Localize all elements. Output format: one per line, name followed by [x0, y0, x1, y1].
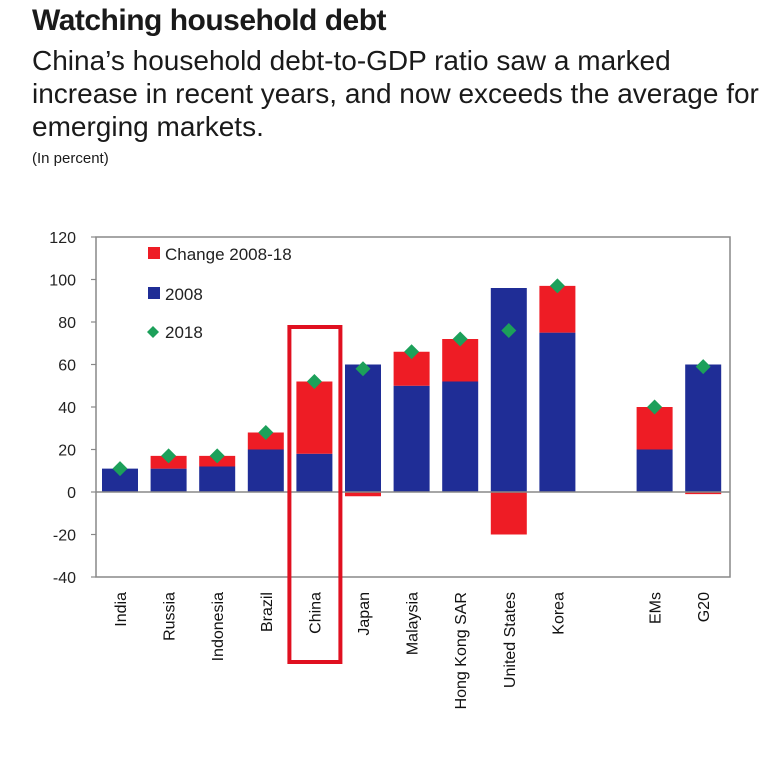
bar-2008-brazil — [247, 449, 284, 492]
markers-layer — [112, 278, 711, 477]
category-label-malaysia: Malaysia — [405, 592, 422, 655]
category-label-hong-kong-sar: Hong Kong SAR — [453, 592, 470, 709]
y-tick-label: -40 — [53, 570, 76, 587]
legend-swatch-2008 — [148, 287, 160, 299]
marker-2018-hong-kong-sar — [452, 331, 468, 347]
y-tick-label: 120 — [49, 230, 76, 247]
marker-2018-united-states — [501, 323, 517, 338]
y-tick-label: 80 — [58, 315, 76, 332]
chart-subtitle: China’s household debt-to-GDP ratio saw … — [32, 45, 759, 142]
marker-2018-india — [112, 461, 128, 477]
y-tick-label: 0 — [67, 485, 76, 502]
bar-2008-united-states — [490, 288, 527, 492]
category-label-china: China — [307, 592, 324, 634]
marker-2018-brazil — [258, 425, 274, 440]
bar-2008-china — [296, 453, 333, 492]
bar-2008-russia — [150, 468, 187, 492]
axis-layer: -40 -20 0 20 40 60 80 100 120 — [49, 230, 731, 587]
marker-2018-malaysia — [404, 344, 420, 360]
marker-2018-japan — [355, 361, 371, 377]
highlight-layer — [287, 325, 343, 664]
marker-2018-g20 — [695, 359, 711, 375]
bar-2008-g20 — [685, 364, 722, 492]
bar-2008-indonesia — [199, 466, 236, 492]
category-label-japan: Japan — [356, 592, 373, 636]
labels-layer: India Russia Indonesia Brazil China Japan Mala… — [113, 592, 713, 710]
marker-2018-ems — [647, 399, 663, 415]
y-tick-label: 40 — [58, 400, 76, 417]
bar-2008-korea — [539, 332, 576, 492]
unit-label: (In percent) — [32, 150, 109, 167]
bar-change-united-states — [490, 492, 527, 535]
bar-change-g20 — [685, 492, 722, 495]
bar-change-korea — [539, 285, 576, 333]
category-label-g20: G20 — [696, 592, 713, 622]
legend-swatch-change — [148, 247, 160, 259]
highlight-box-china — [287, 325, 343, 664]
bar-change-brazil — [247, 432, 284, 450]
legend-label-2018: 2018 — [165, 323, 203, 342]
bar-change-china — [296, 381, 333, 454]
y-tick-label: 20 — [58, 443, 76, 460]
category-label-indonesia: Indonesia — [210, 592, 227, 661]
category-label-brazil: Brazil — [259, 592, 276, 632]
bar-2008-hong-kong-sar — [442, 381, 479, 492]
y-tick-label: 60 — [58, 358, 76, 375]
bar-2008-india — [102, 468, 138, 492]
marker-2018-korea — [549, 278, 565, 294]
legend-label-change: Change 2008-18 — [165, 245, 292, 264]
bar-change-japan — [345, 492, 381, 497]
category-label-united-states: United States — [502, 592, 519, 688]
legend-label-2008: 2008 — [165, 285, 203, 304]
category-label-ems: EMs — [648, 592, 665, 624]
legend: Change 2008-18 2008 2018 — [147, 245, 292, 342]
bar-2008-malaysia — [393, 385, 430, 492]
marker-2018-china — [306, 374, 322, 389]
marker-2018-indonesia — [209, 448, 225, 464]
marker-2018-russia — [161, 448, 177, 464]
y-tick-label: 100 — [49, 273, 76, 290]
chart-title: Watching household debt — [32, 4, 387, 37]
category-label-russia: Russia — [162, 592, 179, 641]
category-label-korea: Korea — [550, 592, 567, 635]
category-label-india: India — [113, 592, 130, 627]
bar-2008-ems — [636, 449, 673, 492]
y-tick-label: -20 — [53, 528, 76, 545]
bar-2008-japan — [345, 364, 381, 492]
legend-swatch-2018 — [147, 326, 159, 338]
